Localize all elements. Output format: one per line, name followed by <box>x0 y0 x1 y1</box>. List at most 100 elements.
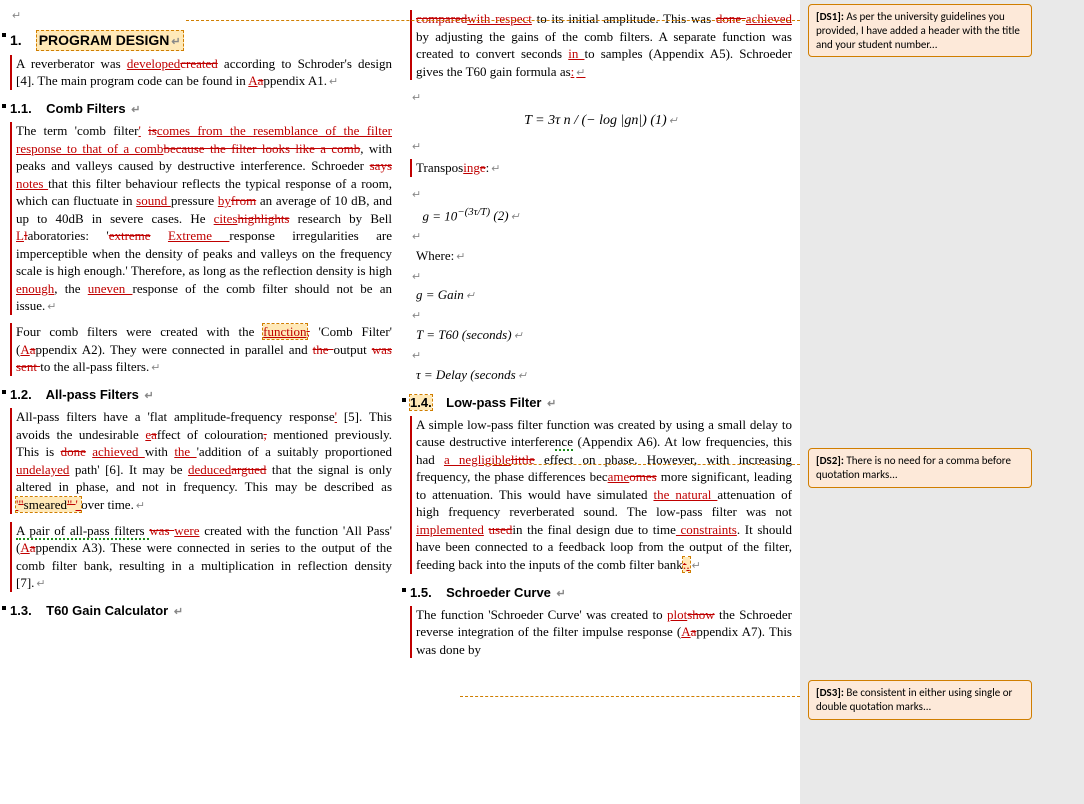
comment-leader-3 <box>460 696 800 697</box>
text: pressure <box>171 193 218 208</box>
text: ppendix A3). These were connected in ser… <box>16 540 392 590</box>
text: Four comb filters were created with the <box>16 324 263 339</box>
para-pair-allpass: A pair of all-pass filters was were crea… <box>10 522 392 592</box>
heading-12-num: 1.2. <box>10 387 32 402</box>
comment-leader-2 <box>484 464 800 465</box>
blank-line <box>410 227 792 245</box>
text: g = 10 <box>423 208 458 223</box>
formula-1: T = 3τ n / (− log |gn|) (1) <box>410 112 792 131</box>
deletion: a <box>30 540 36 555</box>
heading-1-text: PROGRAM DESIGN <box>36 30 184 51</box>
deletion: omes <box>629 469 656 484</box>
transposing-line: Transposinge: <box>410 159 792 177</box>
deletion: done <box>716 11 746 26</box>
text: output <box>334 342 372 357</box>
deletion: was <box>149 523 174 538</box>
exponent: −(3τ/T) <box>457 206 490 218</box>
heading-14-text: Low-pass Filter <box>446 395 541 410</box>
text: (2) <box>490 208 520 223</box>
deletion: e <box>480 160 486 175</box>
document-body: 1. PROGRAM DESIGN A reverberator was dev… <box>0 0 800 804</box>
blank-line <box>10 6 392 24</box>
heading-1-2: 1.2. All-pass Filters <box>10 386 392 404</box>
deletion: " <box>67 497 76 512</box>
comment-ds2[interactable]: [DS2]: There is no need for a comma befo… <box>808 448 1032 488</box>
insertion: uneven <box>88 281 133 296</box>
heading-11-text: Comb Filters <box>46 101 125 116</box>
deletion: argued <box>231 462 266 477</box>
para-four-comb: Four comb filters were created with the … <box>10 323 392 376</box>
comment-anchor-ds3: '"smeared" ' <box>16 497 81 512</box>
comment-ds1[interactable]: [DS1]: As per the university guidelines … <box>808 4 1032 57</box>
insertion: constraints <box>676 522 737 537</box>
insertion: ame <box>608 469 630 484</box>
heading-1-4: 1.4. Low-pass Filter <box>410 394 792 412</box>
insertion: developed <box>127 56 180 71</box>
blank-line <box>410 137 792 155</box>
insertion: achieved <box>746 11 792 26</box>
insertion: L <box>16 228 24 243</box>
heading-1-1: 1.1. Comb Filters <box>10 100 392 118</box>
text: The term 'comb filter <box>16 123 138 138</box>
insertion: the <box>174 444 196 459</box>
insertion: by <box>218 193 231 208</box>
text: ppendix A2). They were connected in para… <box>36 342 313 357</box>
heading-bullet <box>402 588 406 592</box>
deletion: extreme <box>109 228 151 243</box>
deletion: compared <box>416 11 467 26</box>
insertion: A <box>20 342 29 357</box>
text: ppendix A1. <box>263 73 338 88</box>
heading-1-5: 1.5. Schroeder Curve <box>410 584 792 602</box>
heading-15-text: Schroeder Curve <box>446 585 551 600</box>
comment-anchor-ds3b: :. <box>683 557 690 572</box>
comment-text: As per the university guidelines you pro… <box>816 10 1020 51</box>
formula-2: g = 10−(3τ/T) (2) <box>416 205 792 225</box>
text: research by Bell <box>290 211 393 226</box>
spellcheck: nce <box>555 434 573 451</box>
comment-label: [DS3]: <box>816 686 844 699</box>
insertion: : <box>571 64 586 79</box>
insertion: A <box>248 73 257 88</box>
insertion: implemented <box>416 522 484 537</box>
insertion: undelayed <box>16 462 69 477</box>
deletion: created <box>180 56 218 71</box>
text: , the <box>54 281 87 296</box>
text: Transpos <box>416 160 463 175</box>
insertion: cites <box>214 211 238 226</box>
blank-line <box>410 88 792 106</box>
text: : <box>486 160 501 175</box>
insertion: sound <box>136 193 171 208</box>
insertion: notes <box>16 176 48 191</box>
comment-label: [DS1]: <box>816 10 844 23</box>
heading-bullet <box>2 606 6 610</box>
insertion: deduced <box>188 462 231 477</box>
insertion: plot <box>667 607 687 622</box>
heading-bullet <box>2 390 6 394</box>
heading-11-num: 1.1. <box>10 101 32 116</box>
deletion: is <box>148 123 157 138</box>
insertion-highlight: function <box>263 324 306 339</box>
comment-text: Be consistent in either using single or … <box>816 686 1012 713</box>
insertion: with respect <box>467 11 532 26</box>
comment-leader-1 <box>186 20 800 21</box>
text: 'addition of a suitably proportioned <box>197 444 392 459</box>
comments-pane: [DS1]: As per the university guidelines … <box>800 0 1084 804</box>
insertion: were <box>174 523 199 538</box>
deletion: because the filter looks like a comb <box>163 141 360 156</box>
heading-12-text: All-pass Filters <box>46 387 139 402</box>
blank-line <box>410 267 792 285</box>
para-schroeder: The function 'Schroeder Curve' was creat… <box>410 606 792 659</box>
insertion: Extreme <box>168 228 229 243</box>
text: with <box>145 444 175 459</box>
insertion: enough <box>16 281 54 296</box>
para-intro: A reverberator was developedcreated acco… <box>10 55 392 90</box>
text: to its initial amplitude. This was <box>532 11 716 26</box>
para-comb: The term 'comb filter' iscomes from the … <box>10 122 392 315</box>
insertion: A <box>681 624 690 639</box>
text: to the all-pass filters. <box>40 359 160 374</box>
heading-13-text: T60 Gain Calculator <box>46 603 168 618</box>
text: A reverberator was <box>16 56 127 71</box>
para-allpass: All-pass filters have a 'flat amplitude-… <box>10 408 392 514</box>
def-T: T = T60 (seconds) <box>416 326 792 344</box>
comment-ds3[interactable]: [DS3]: Be consistent in either using sin… <box>808 680 1032 720</box>
